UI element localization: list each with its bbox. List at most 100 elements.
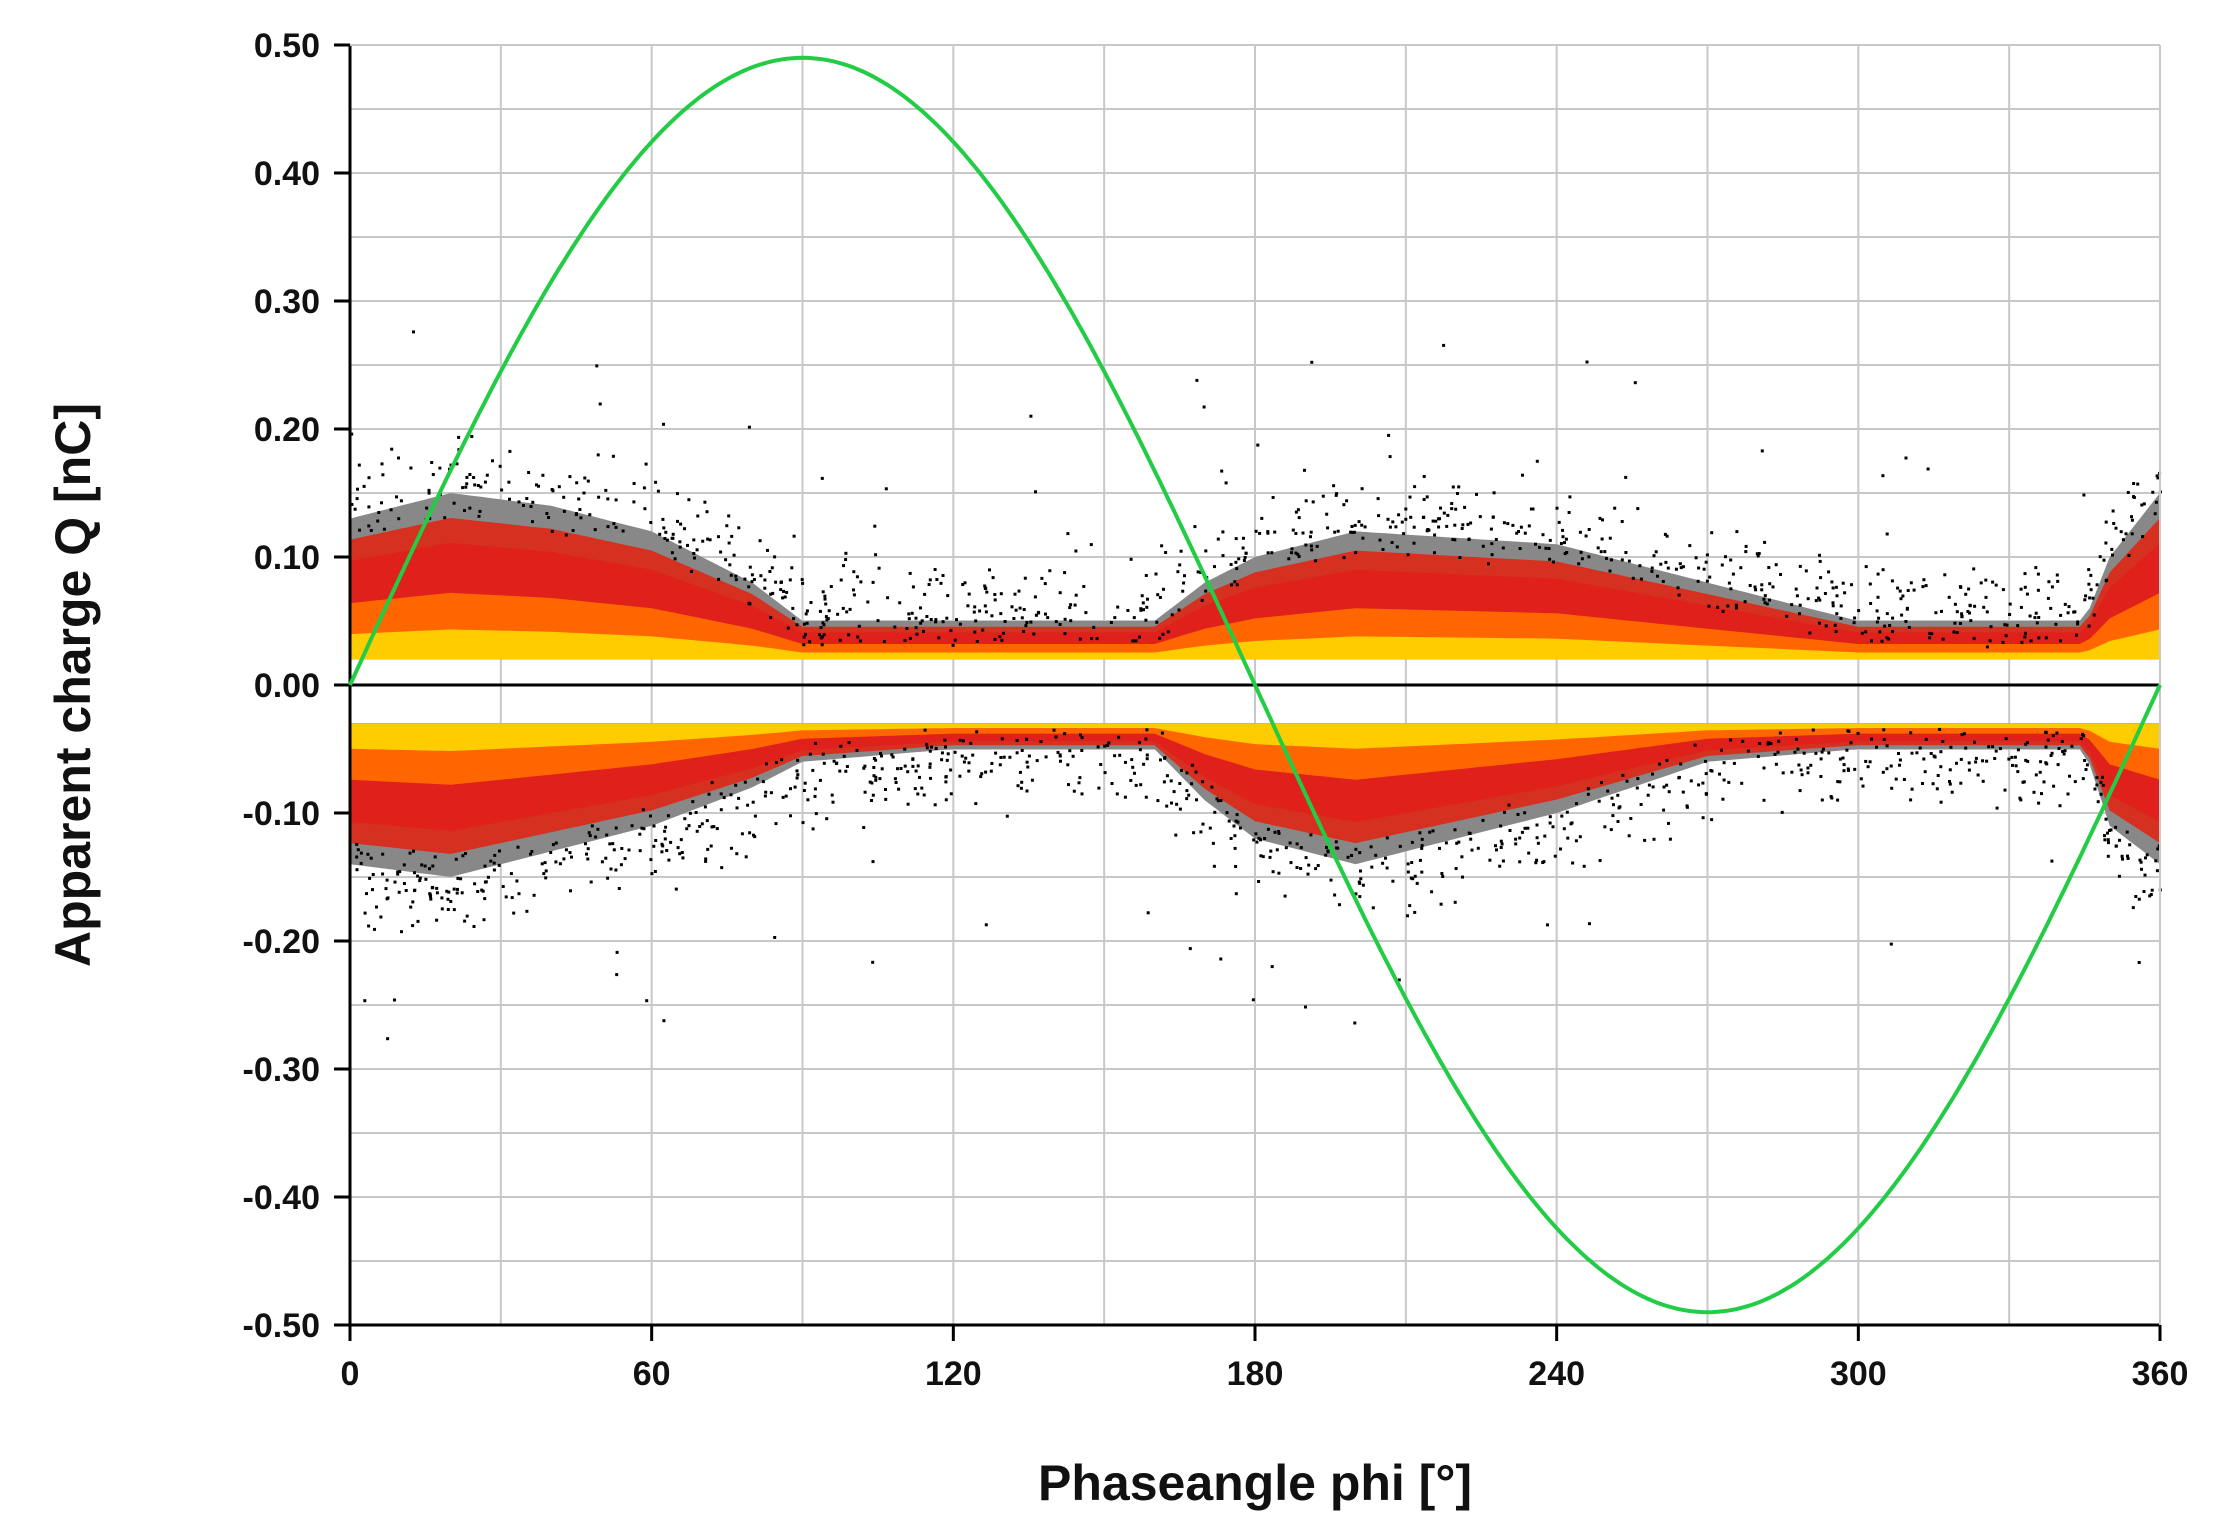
pd-point — [1103, 744, 1107, 748]
pd-point — [769, 592, 773, 596]
pd-point — [1790, 770, 1794, 774]
pd-point — [1563, 541, 1566, 545]
pd-point — [1204, 549, 1208, 553]
pd-point — [1469, 837, 1473, 841]
pd-point — [862, 826, 866, 829]
upper-band-yellow — [350, 629, 2160, 660]
pd-point — [1928, 631, 1932, 635]
pd-point — [517, 500, 521, 504]
pd-point — [940, 751, 944, 755]
pd-point — [371, 873, 375, 876]
pd-point — [893, 777, 897, 781]
pd-point — [1259, 838, 1262, 842]
pd-point — [940, 758, 944, 762]
pd-point — [2067, 605, 2071, 609]
pd-point — [1145, 728, 1149, 732]
pd-point — [500, 488, 504, 492]
pd-point — [1797, 763, 1801, 767]
pd-point — [705, 819, 709, 823]
pd-point — [693, 556, 696, 560]
pd-point — [951, 643, 955, 647]
pd-point — [554, 860, 558, 864]
pd-point — [1972, 567, 1976, 571]
pd-point — [1273, 830, 1277, 834]
pd-point — [1620, 558, 1624, 562]
pd-point — [671, 536, 675, 540]
pd-point — [698, 825, 702, 828]
pd-point — [1931, 782, 1935, 786]
pd-point — [858, 639, 862, 643]
pd-point — [782, 589, 785, 593]
pd-point — [1418, 858, 1422, 862]
pd-point — [1210, 785, 1214, 789]
pd-point — [809, 601, 813, 604]
pd-point — [1883, 624, 1887, 628]
pd-point — [1852, 621, 1856, 625]
pd-point — [2106, 838, 2110, 842]
pd-point — [1463, 505, 1467, 509]
pd-point — [1109, 621, 1113, 624]
pd-point — [916, 764, 920, 768]
pd-point — [1650, 569, 1654, 573]
pd-point — [1821, 747, 1825, 751]
pd-point — [1030, 778, 1034, 782]
pd-point — [934, 747, 938, 750]
pd-point — [1704, 560, 1708, 564]
pd-point — [1307, 863, 1311, 867]
pd-point — [929, 776, 932, 780]
pd-point — [2151, 490, 2155, 494]
pd-point — [590, 824, 594, 828]
pd-point — [2083, 598, 2087, 602]
pd-point — [1735, 530, 1739, 534]
pd-point — [1763, 601, 1767, 605]
pd-point — [1834, 585, 1838, 589]
pd-point — [1953, 602, 1957, 606]
pd-point — [615, 973, 619, 977]
pd-point — [943, 738, 947, 742]
pd-point — [379, 915, 383, 919]
pd-point — [369, 856, 373, 860]
pd-point — [1523, 826, 1527, 830]
pd-point — [1454, 867, 1458, 870]
pd-point — [1740, 781, 1744, 785]
pd-point — [1034, 490, 1037, 494]
pd-point — [1397, 978, 1401, 982]
pd-point — [999, 612, 1003, 616]
pd-point — [584, 842, 587, 846]
pd-point — [1744, 544, 1748, 548]
pd-point — [1809, 763, 1813, 767]
pd-point — [761, 780, 765, 784]
pd-point — [1106, 743, 1110, 747]
pd-point — [1973, 604, 1977, 608]
pd-point — [2055, 573, 2059, 577]
pd-point — [1400, 520, 1404, 524]
pd-point — [822, 761, 826, 765]
pd-point — [1806, 597, 1810, 601]
pd-point — [1985, 645, 1989, 649]
pd-point — [2104, 520, 2108, 524]
pd-point — [353, 507, 357, 511]
pd-point — [1934, 611, 1938, 615]
pd-point — [2060, 739, 2064, 743]
pd-point — [1551, 825, 1555, 829]
pd-point — [2076, 622, 2080, 626]
pd-point — [412, 330, 415, 334]
pd-point — [2145, 853, 2149, 857]
pd-point — [537, 484, 540, 488]
pd-point — [1020, 780, 1024, 784]
pd-point — [821, 621, 825, 625]
pd-point — [638, 832, 642, 836]
pd-point — [2107, 841, 2110, 845]
pd-point — [1354, 551, 1358, 555]
pd-point — [1039, 740, 1043, 744]
pd-point — [1503, 810, 1506, 814]
pd-point — [908, 571, 912, 575]
pd-point — [1118, 753, 1122, 757]
pd-point — [1158, 636, 1162, 640]
pd-point — [1771, 585, 1775, 589]
pd-point — [819, 626, 823, 630]
pd-point — [1476, 846, 1480, 850]
pd-point — [531, 500, 535, 504]
pd-point — [750, 580, 754, 584]
pd-point — [1707, 604, 1711, 608]
